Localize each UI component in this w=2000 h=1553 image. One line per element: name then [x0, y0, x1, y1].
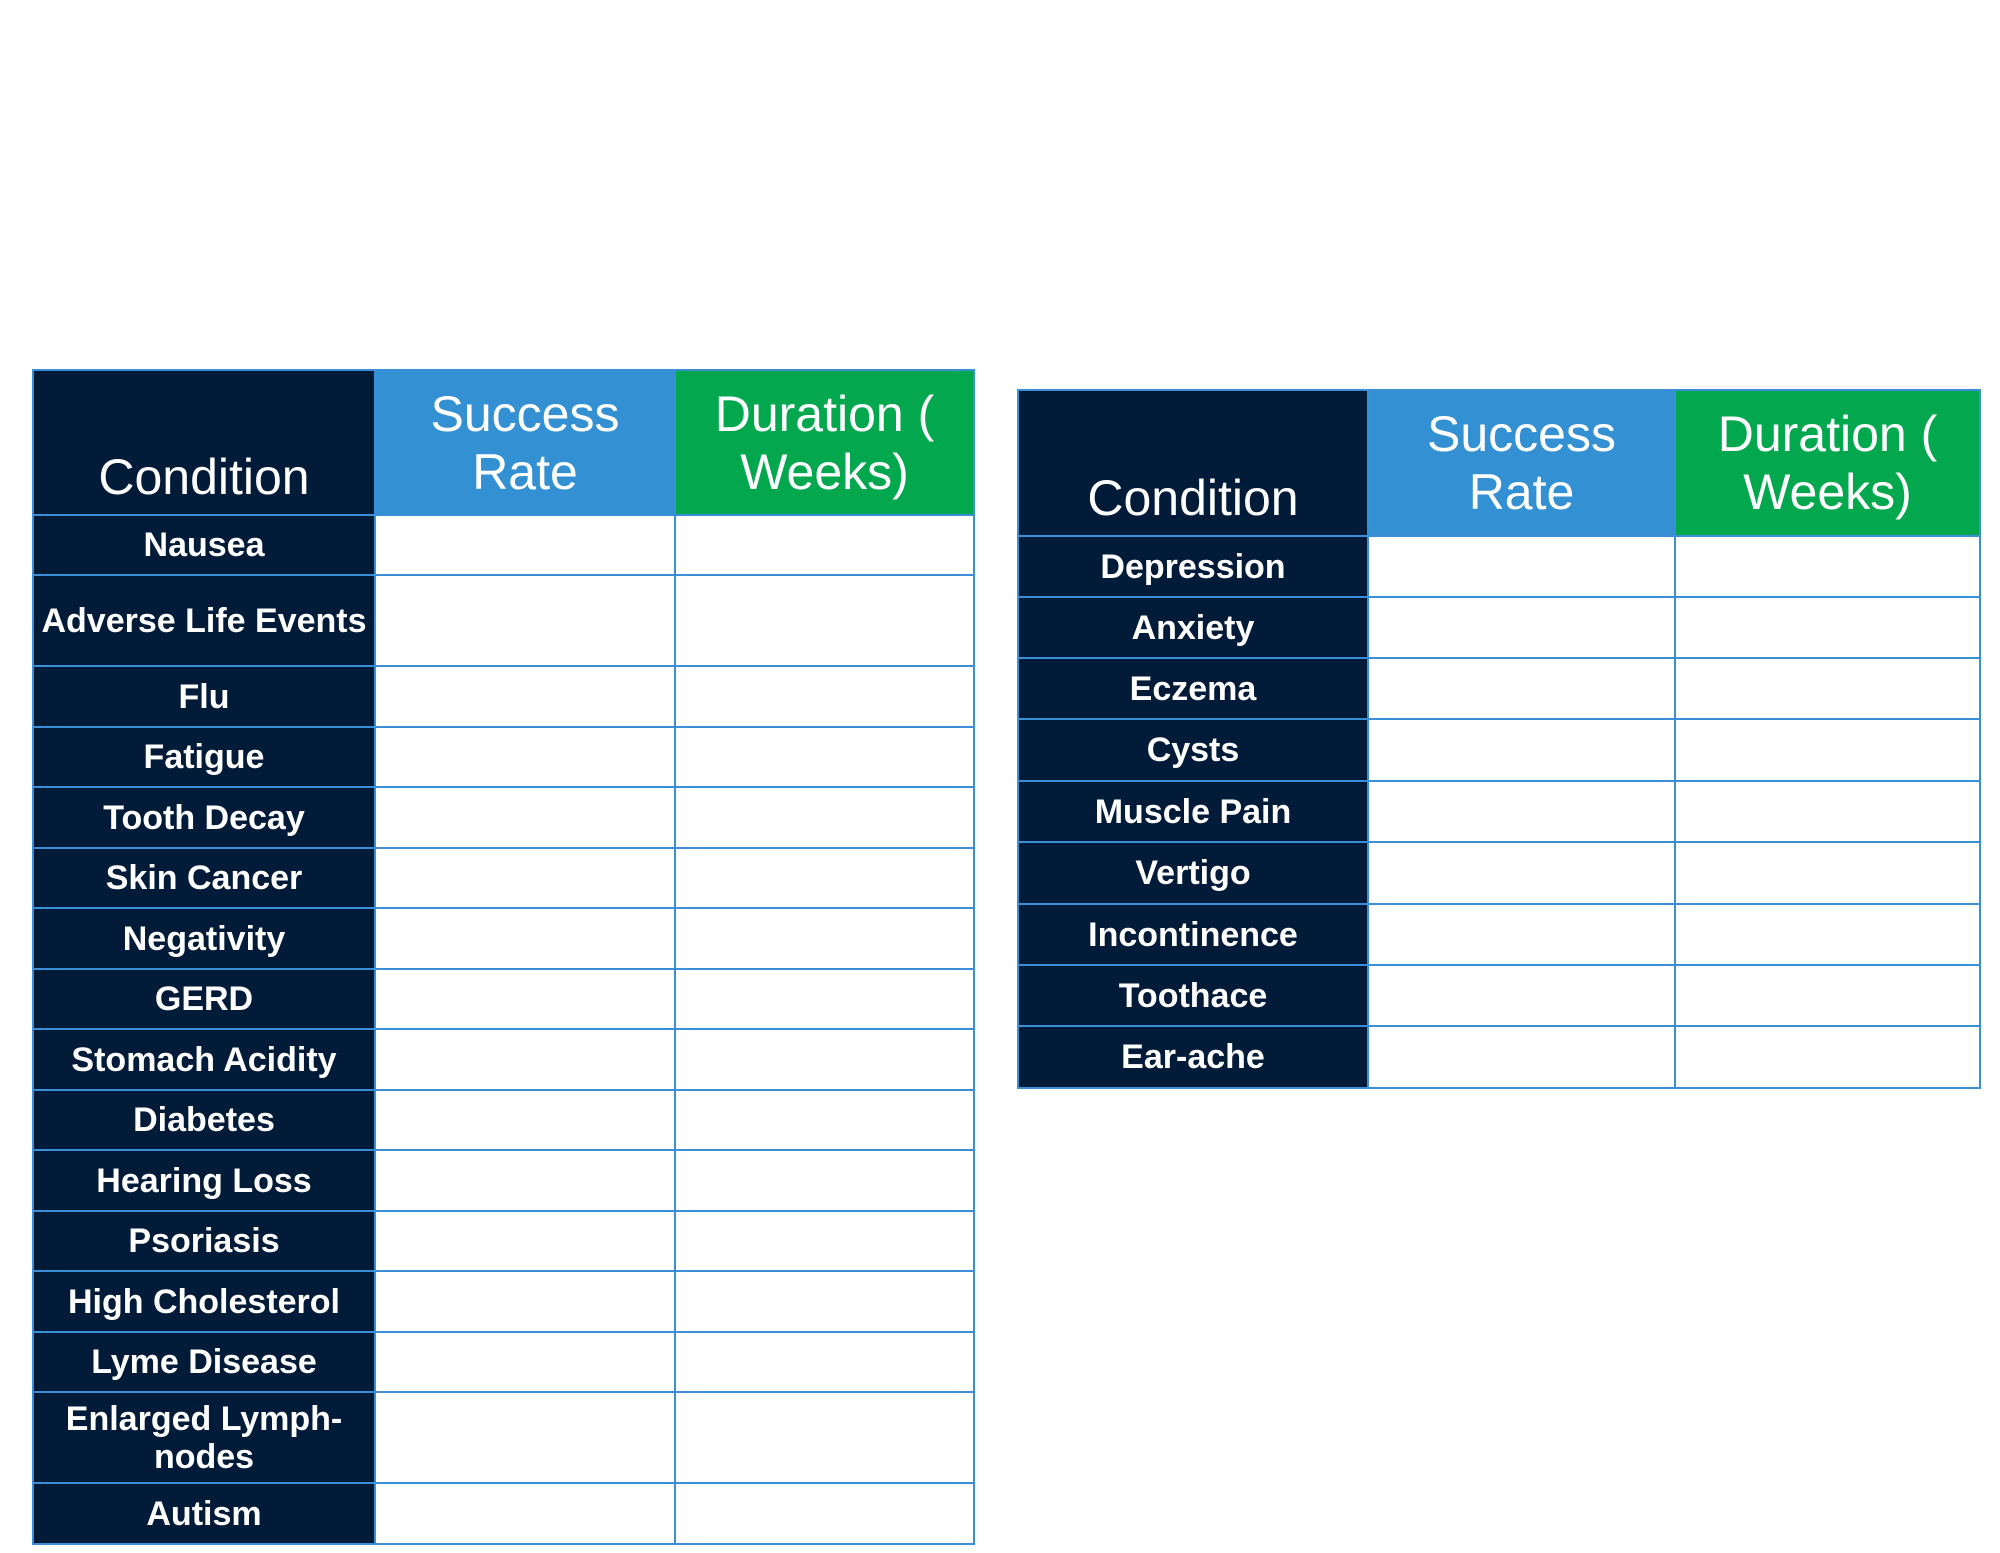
duration-cell[interactable] — [1674, 964, 1981, 1027]
condition-header: Condition — [1017, 389, 1369, 537]
duration-cell[interactable] — [674, 907, 975, 970]
success-rate-cell[interactable] — [374, 847, 676, 909]
right-condition-table: Condition Success Rate Duration ( Weeks)… — [1017, 389, 1981, 1089]
condition-cell: Incontinence — [1017, 903, 1369, 966]
duration-cell[interactable] — [674, 1149, 975, 1212]
condition-cell: Lyme Disease — [32, 1331, 376, 1393]
success-rate-cell[interactable] — [374, 1149, 676, 1212]
duration-cell[interactable] — [674, 1089, 975, 1151]
success-rate-cell[interactable] — [374, 1270, 676, 1333]
success-rate-cell[interactable] — [374, 1028, 676, 1091]
condition-cell: Enlarged Lymph-nodes — [32, 1391, 376, 1484]
condition-cell: Autism — [32, 1482, 376, 1545]
duration-cell[interactable] — [1674, 657, 1981, 720]
duration-cell[interactable] — [1674, 718, 1981, 782]
condition-cell: Nausea — [32, 514, 376, 576]
duration-cell[interactable] — [674, 1210, 975, 1272]
success-rate-cell[interactable] — [1367, 718, 1676, 782]
condition-cell: Eczema — [1017, 657, 1369, 720]
success-rate-cell[interactable] — [374, 907, 676, 970]
duration-cell[interactable] — [674, 847, 975, 909]
success-rate-cell[interactable] — [374, 786, 676, 849]
success-rate-cell[interactable] — [1367, 1025, 1676, 1089]
duration-cell[interactable] — [1674, 780, 1981, 843]
condition-cell: GERD — [32, 968, 376, 1030]
condition-cell: Depression — [1017, 535, 1369, 598]
duration-header: Duration ( Weeks) — [674, 369, 975, 516]
condition-cell: Tooth Decay — [32, 786, 376, 849]
condition-cell: Muscle Pain — [1017, 780, 1369, 843]
success-rate-cell[interactable] — [374, 726, 676, 788]
condition-cell: Flu — [32, 665, 376, 728]
duration-cell[interactable] — [1674, 596, 1981, 659]
success-rate-cell[interactable] — [374, 574, 676, 667]
condition-header: Condition — [32, 369, 376, 516]
success-rate-cell[interactable] — [1367, 657, 1676, 720]
condition-cell: Stomach Acidity — [32, 1028, 376, 1091]
condition-cell: Hearing Loss — [32, 1149, 376, 1212]
duration-cell[interactable] — [674, 1331, 975, 1393]
condition-cell: Vertigo — [1017, 841, 1369, 905]
success-rate-cell[interactable] — [1367, 903, 1676, 966]
condition-cell: Psoriasis — [32, 1210, 376, 1272]
success-rate-cell[interactable] — [374, 1482, 676, 1545]
condition-cell: Adverse Life Events — [32, 574, 376, 667]
duration-cell[interactable] — [674, 786, 975, 849]
left-condition-table: Condition Success Rate Duration ( Weeks)… — [32, 369, 975, 1545]
success-rate-cell[interactable] — [374, 1391, 676, 1484]
success-rate-cell[interactable] — [1367, 596, 1676, 659]
success-rate-header: Success Rate — [374, 369, 676, 516]
condition-cell: High Cholesterol — [32, 1270, 376, 1333]
duration-cell[interactable] — [674, 1028, 975, 1091]
condition-cell: Skin Cancer — [32, 847, 376, 909]
duration-cell[interactable] — [1674, 1025, 1981, 1089]
success-rate-cell[interactable] — [1367, 841, 1676, 905]
duration-cell[interactable] — [674, 968, 975, 1030]
condition-cell: Cysts — [1017, 718, 1369, 782]
duration-cell[interactable] — [674, 1270, 975, 1333]
duration-cell[interactable] — [674, 514, 975, 576]
condition-cell: Diabetes — [32, 1089, 376, 1151]
success-rate-cell[interactable] — [374, 514, 676, 576]
duration-cell[interactable] — [674, 1391, 975, 1484]
success-rate-cell[interactable] — [1367, 535, 1676, 598]
duration-cell[interactable] — [674, 574, 975, 667]
duration-cell[interactable] — [674, 1482, 975, 1545]
success-rate-cell[interactable] — [1367, 780, 1676, 843]
duration-cell[interactable] — [674, 726, 975, 788]
condition-cell: Ear-ache — [1017, 1025, 1369, 1089]
success-rate-header: Success Rate — [1367, 389, 1676, 537]
condition-cell: Negativity — [32, 907, 376, 970]
duration-cell[interactable] — [1674, 841, 1981, 905]
condition-cell: Toothace — [1017, 964, 1369, 1027]
duration-cell[interactable] — [1674, 535, 1981, 598]
success-rate-cell[interactable] — [374, 665, 676, 728]
duration-header: Duration ( Weeks) — [1674, 389, 1981, 537]
condition-cell: Fatigue — [32, 726, 376, 788]
duration-cell[interactable] — [1674, 903, 1981, 966]
success-rate-cell[interactable] — [374, 1089, 676, 1151]
success-rate-cell[interactable] — [1367, 964, 1676, 1027]
duration-cell[interactable] — [674, 665, 975, 728]
condition-cell: Anxiety — [1017, 596, 1369, 659]
success-rate-cell[interactable] — [374, 968, 676, 1030]
success-rate-cell[interactable] — [374, 1331, 676, 1393]
success-rate-cell[interactable] — [374, 1210, 676, 1272]
